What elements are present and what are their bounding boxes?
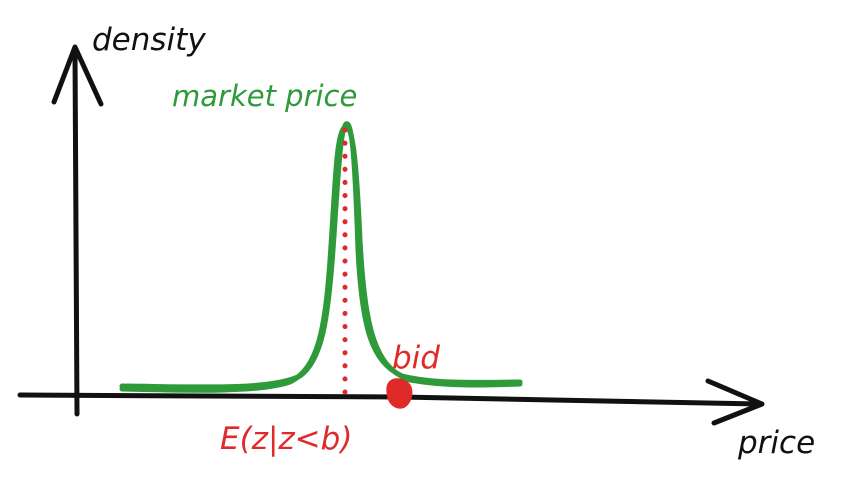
bid-label: bid	[392, 340, 440, 376]
expectation-label: E(z|z<b)	[220, 421, 352, 457]
market-price-label: market price	[172, 79, 357, 113]
density-curve	[119, 121, 523, 393]
y-axis	[51, 44, 104, 417]
y-axis-line	[72, 49, 80, 417]
bid-point	[386, 378, 413, 409]
density-curve-stroke-a	[119, 124, 523, 393]
density-curve-stroke-b	[119, 121, 523, 390]
x-axis-arrowhead	[705, 378, 765, 426]
y-axis-arrowhead	[51, 44, 104, 107]
y-axis-label: density	[92, 22, 206, 58]
x-axis-label: price	[737, 425, 815, 461]
